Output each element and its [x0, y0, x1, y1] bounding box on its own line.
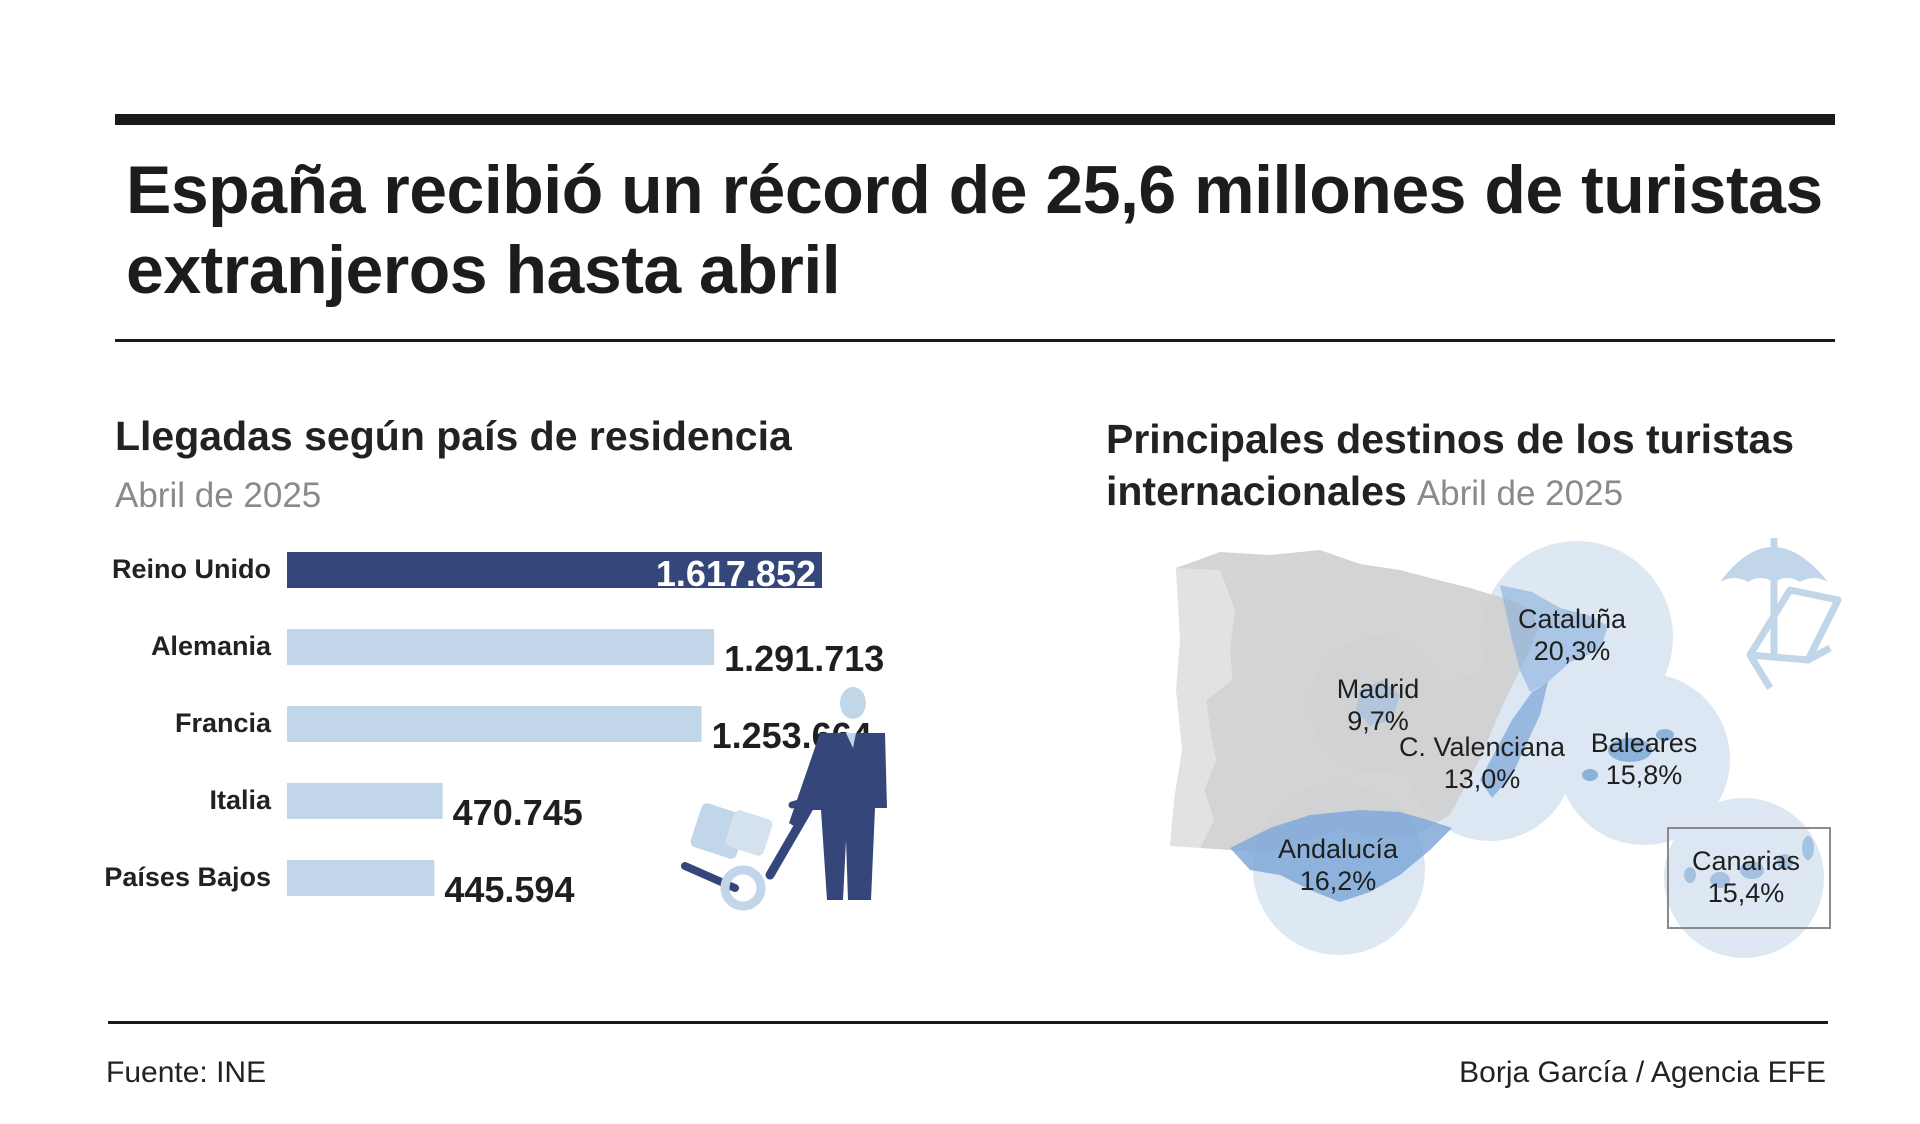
region-name-label: Cataluña	[1518, 604, 1627, 634]
map-title: Principales destinos de los turistas int…	[1106, 413, 1906, 520]
region-name-label: C. Valenciana	[1399, 732, 1566, 762]
valenciana-region	[1480, 682, 1548, 798]
bar-category-label: Reino Unido	[112, 554, 271, 584]
traveler-with-luggage-icon	[681, 687, 887, 911]
bar-value-label: 1.617.852	[656, 553, 816, 594]
bar	[287, 552, 822, 588]
page-title: España recibió un récord de 25,6 millone…	[126, 152, 1823, 308]
top-rule	[115, 114, 1835, 125]
baleares-islands	[1582, 729, 1674, 781]
title-divider	[115, 339, 1835, 342]
region-name-label: Andalucía	[1278, 834, 1399, 864]
bar-chart-date: Abril de 2025	[115, 476, 322, 515]
canarias-inset	[1667, 827, 1831, 929]
spain-mainland	[1176, 550, 1538, 852]
bar-value-label: 470.745	[453, 792, 583, 833]
region-value-label: 9,7%	[1347, 706, 1409, 736]
region-value-label: 15,4%	[1708, 878, 1785, 908]
bar-value-label: 1.291.713	[724, 638, 884, 679]
beach-umbrella-deckchair-icon	[1720, 538, 1842, 690]
credit-note: Borja García / Agencia EFE	[1459, 1056, 1826, 1089]
map-title-line2: internacionales	[1106, 468, 1407, 514]
madrid-region	[1356, 680, 1400, 726]
bar-chart-title: Llegadas según país de residencia	[115, 413, 792, 459]
andalucia-region	[1230, 810, 1452, 902]
footer-divider	[108, 1021, 1828, 1024]
bar-category-label: Alemania	[151, 631, 272, 661]
bar	[287, 706, 702, 742]
bar	[287, 860, 435, 896]
region-value-label: 13,0%	[1444, 764, 1521, 794]
portugal	[1170, 568, 1235, 848]
bar-category-label: Francia	[175, 708, 272, 738]
map-title-line1: Principales destinos de los turistas	[1106, 416, 1795, 462]
bar-category-label: Italia	[209, 785, 272, 815]
region-value-label: 20,3%	[1534, 636, 1611, 666]
cataluna-region	[1500, 585, 1608, 692]
source-note: Fuente: INE	[106, 1056, 267, 1089]
region-name-label: Baleares	[1591, 728, 1698, 758]
bar	[287, 783, 443, 819]
arrivals-bar-chart: Reino Unido 1.617.852 Alemania 1.291.713 Fra…	[104, 552, 887, 911]
canarias-bubble	[1664, 798, 1824, 958]
region-value-label: 15,8%	[1606, 760, 1683, 790]
bar-category-label: Países Bajos	[104, 862, 271, 892]
bar-value-label: 445.594	[444, 869, 574, 910]
region-name-label: Canarias	[1692, 846, 1800, 876]
region-name-label: Madrid	[1337, 674, 1420, 704]
region-value-label: 16,2%	[1300, 866, 1377, 896]
map-date: Abril de 2025	[1416, 474, 1624, 513]
bar	[287, 629, 715, 665]
